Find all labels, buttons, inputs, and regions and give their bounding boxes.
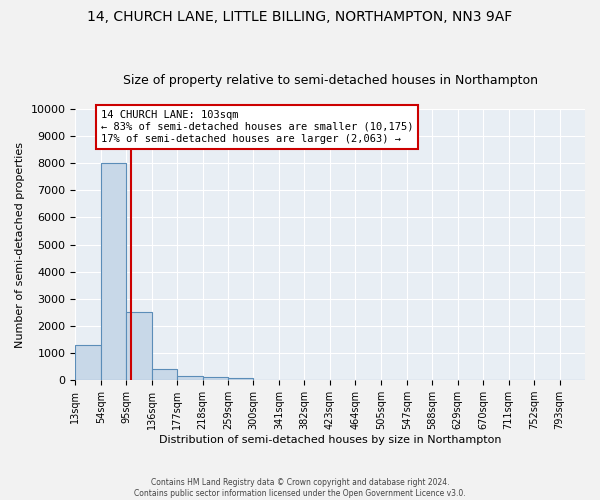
Bar xyxy=(228,378,253,380)
Bar xyxy=(152,370,177,380)
Bar xyxy=(177,376,203,380)
Bar xyxy=(101,163,126,380)
Text: Contains HM Land Registry data © Crown copyright and database right 2024.
Contai: Contains HM Land Registry data © Crown c… xyxy=(134,478,466,498)
X-axis label: Distribution of semi-detached houses by size in Northampton: Distribution of semi-detached houses by … xyxy=(159,435,502,445)
Bar xyxy=(203,377,228,380)
Title: Size of property relative to semi-detached houses in Northampton: Size of property relative to semi-detach… xyxy=(122,74,538,87)
Text: 14, CHURCH LANE, LITTLE BILLING, NORTHAMPTON, NN3 9AF: 14, CHURCH LANE, LITTLE BILLING, NORTHAM… xyxy=(88,10,512,24)
Bar xyxy=(75,345,101,380)
Text: 14 CHURCH LANE: 103sqm
← 83% of semi-detached houses are smaller (10,175)
17% of: 14 CHURCH LANE: 103sqm ← 83% of semi-det… xyxy=(101,110,413,144)
Y-axis label: Number of semi-detached properties: Number of semi-detached properties xyxy=(15,142,25,348)
Bar xyxy=(126,312,152,380)
